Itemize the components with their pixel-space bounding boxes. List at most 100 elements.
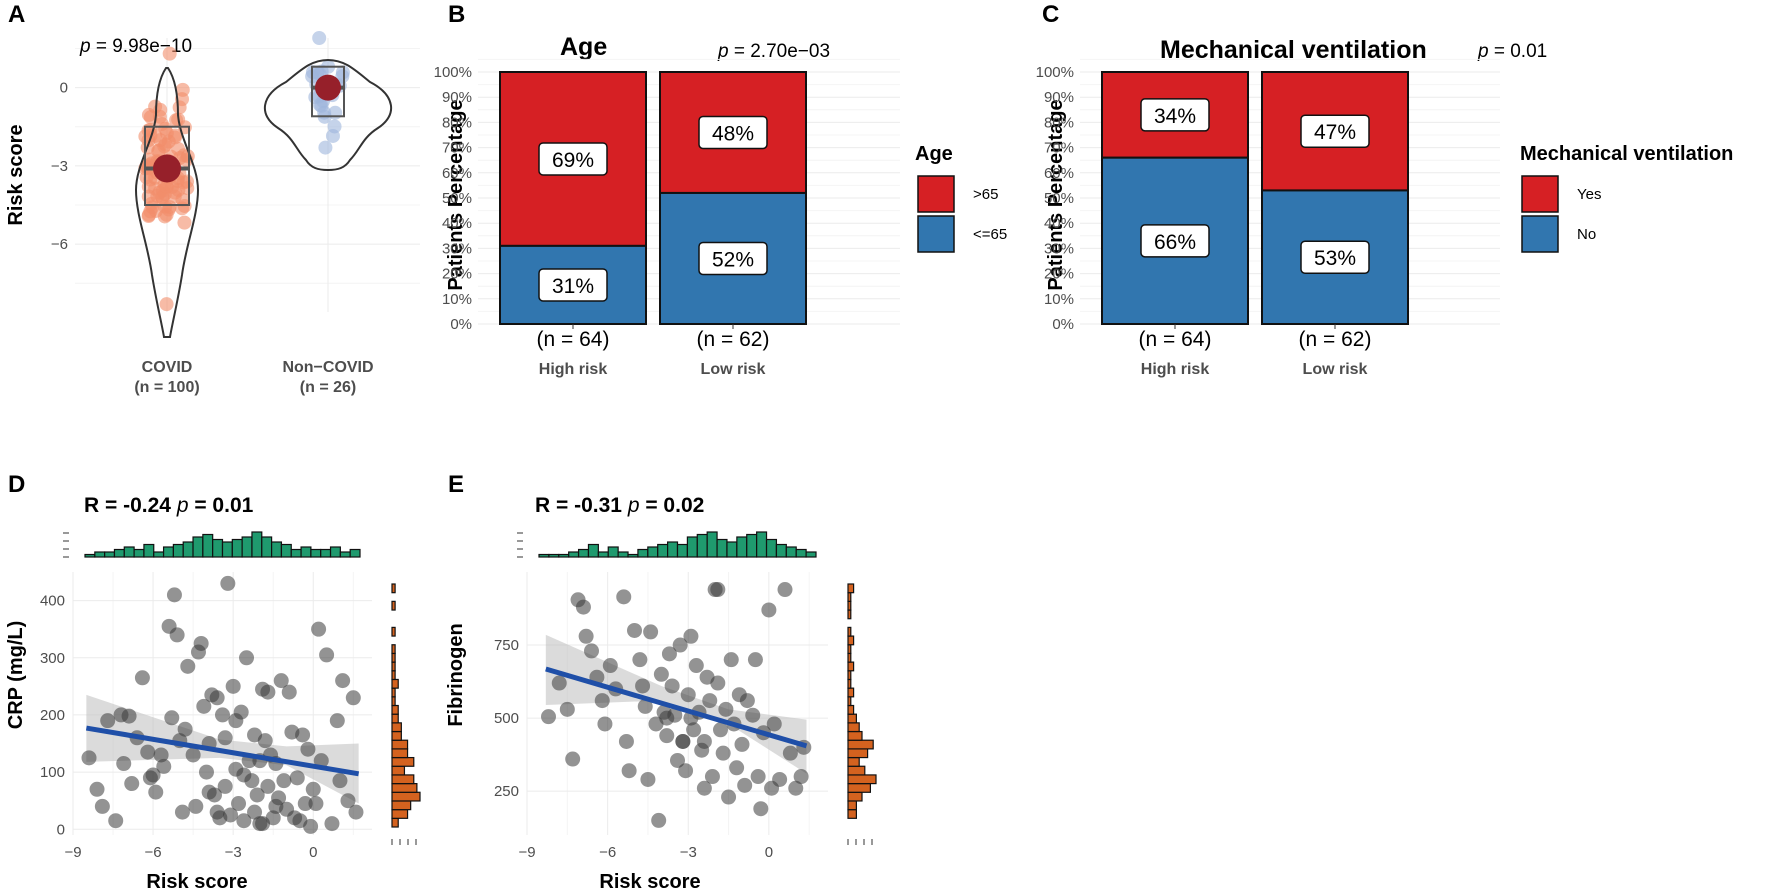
top-hist-bar — [192, 536, 204, 558]
data-point — [287, 810, 303, 826]
data-point — [89, 781, 105, 797]
panel-b-chart: 0% 10% 20% 30% 40% 50% 60% 70% 80% 90% 100% 69% 31% (… — [434, 58, 900, 378]
legend-label: Yes — [1577, 186, 1601, 203]
right-hist-bar — [391, 730, 402, 741]
right-hist-bar — [847, 791, 863, 802]
data-point — [249, 787, 265, 803]
right-hist-bar — [847, 600, 852, 611]
data-point — [312, 31, 327, 45]
data-point — [247, 804, 263, 820]
data-point — [640, 771, 656, 787]
data-point — [158, 121, 173, 136]
data-point — [710, 582, 726, 598]
right-hist-bar — [847, 661, 855, 672]
data-label-bottom: 66% — [1154, 231, 1196, 254]
right-hist-bar — [847, 739, 874, 750]
y-tick-label: −3 — [51, 158, 68, 175]
data-label-box — [1140, 98, 1210, 132]
panel-d-label: D — [8, 471, 25, 498]
legend-swatch — [917, 215, 955, 253]
data-point — [345, 690, 361, 706]
panel-c: C Mechanical ventilation p = 0.01 Patien… — [1036, 1, 1734, 378]
panel-c-legend: Yes No — [1521, 175, 1601, 253]
top-hist-bar — [212, 538, 224, 558]
data-point — [220, 575, 236, 591]
top-hist-bar — [548, 553, 560, 558]
right-hist-bar — [847, 583, 855, 594]
data-point — [236, 767, 252, 783]
data-point — [239, 650, 255, 666]
data-point — [788, 780, 804, 796]
y-tick-label: 500 — [494, 710, 519, 727]
panel-e-stat-r: R = -0.31 — [535, 494, 622, 517]
data-point — [651, 812, 667, 828]
data-point — [144, 196, 159, 211]
data-point — [308, 796, 324, 812]
data-point — [575, 599, 591, 615]
top-hist-bar — [329, 546, 341, 558]
right-hist-bar — [391, 696, 396, 707]
right-hist-bar — [391, 661, 396, 672]
right-hist-bar — [391, 817, 399, 828]
top-hist-bar — [133, 548, 145, 558]
panel-a-yticks: 0 −3 −6 — [51, 80, 68, 254]
data-point — [686, 722, 702, 738]
data-label-box — [538, 142, 608, 176]
data-point — [710, 675, 726, 691]
panel-b-p-letter: p — [717, 41, 729, 62]
data-point — [643, 624, 659, 640]
right-hist-bar — [391, 626, 396, 637]
y-tick-label: 50% — [442, 190, 472, 207]
x-tick-label: 0 — [765, 844, 773, 861]
data-point — [761, 602, 777, 618]
panel-a-p-letter: p — [79, 36, 91, 57]
top-hist-bar — [736, 536, 748, 558]
x-tick-label: Low risk — [701, 361, 766, 378]
data-label-bottom: 53% — [1314, 247, 1356, 270]
group-label: Non−COVID — [282, 359, 373, 376]
panel-a-xlabels: COVID (n = 100) Non−COVID (n = 26) — [134, 359, 373, 396]
panel-b-ylabel: Patients Percentage — [445, 99, 467, 290]
y-tick-label: 30% — [1044, 240, 1074, 257]
data-label-top: 34% — [1154, 105, 1196, 128]
panel-a-label: A — [8, 1, 25, 28]
data-point — [718, 701, 734, 717]
legend-swatch — [1521, 215, 1559, 253]
right-hist-bar — [847, 809, 857, 819]
right-hist-bar — [847, 670, 852, 681]
y-tick-label: 200 — [40, 707, 65, 724]
data-point — [678, 763, 694, 779]
top-hist-bar — [756, 531, 768, 558]
x-tick-label: High risk — [1141, 361, 1210, 378]
data-point — [142, 770, 158, 786]
y-tick-label: 70% — [1044, 140, 1074, 157]
data-point — [94, 798, 110, 814]
data-point — [324, 816, 340, 832]
top-hist-bar — [558, 553, 570, 558]
data-point — [616, 589, 632, 605]
data-point — [348, 804, 364, 820]
data-point — [704, 769, 720, 785]
y-tick-label: 80% — [1044, 114, 1074, 131]
data-label-box — [1300, 240, 1370, 274]
right-hist-bar — [847, 696, 852, 707]
x-tick-label: −6 — [145, 844, 162, 861]
right-hist-bar — [391, 783, 418, 793]
data-label-box — [538, 268, 608, 302]
data-point — [332, 773, 348, 789]
top-hist-bar — [726, 541, 738, 558]
data-point — [578, 628, 594, 644]
top-hist-bar — [310, 548, 322, 558]
data-point — [177, 721, 193, 737]
data-point — [268, 798, 284, 814]
data-point — [747, 652, 763, 668]
data-point — [164, 710, 180, 726]
y-tick-label: 100 — [40, 764, 65, 781]
panel-d-xlabel: Risk score — [146, 871, 247, 893]
panel-c-pvalue: p = 0.01 — [1477, 41, 1547, 62]
panel-d-stat: R = -0.24 p = 0.01 — [84, 494, 254, 517]
data-point — [782, 745, 798, 761]
panel-d-ylabel: CRP (mg/L) — [5, 621, 27, 730]
data-point — [659, 710, 675, 726]
